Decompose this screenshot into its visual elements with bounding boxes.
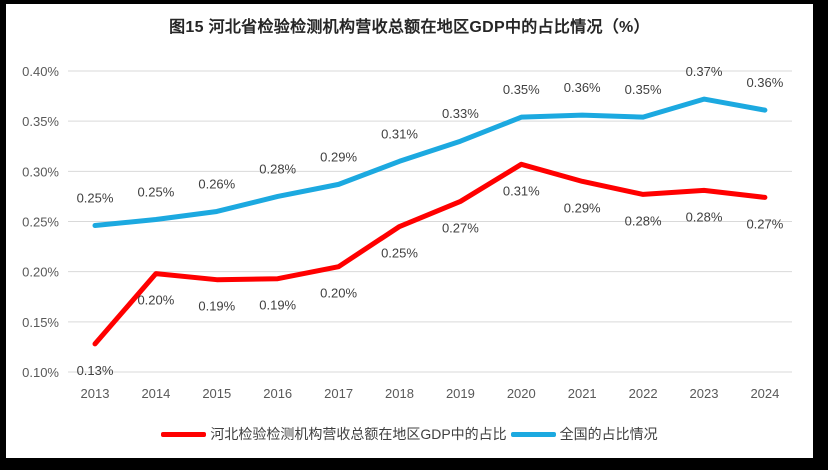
hebei-data-label: 0.27%	[442, 220, 479, 235]
hebei-data-label: 0.20%	[320, 286, 357, 301]
national-data-label: 0.33%	[442, 106, 479, 121]
x-axis-label: 2016	[263, 386, 292, 401]
x-axis-label: 2014	[141, 386, 170, 401]
y-tick-label: 0.25%	[22, 215, 59, 230]
x-axis-label: 2023	[690, 386, 719, 401]
y-tick-label: 0.30%	[22, 164, 59, 179]
national-data-label: 0.35%	[503, 82, 540, 97]
x-axis-label: 2021	[568, 386, 597, 401]
x-axis-label: 2024	[750, 386, 779, 401]
hebei-data-label: 0.19%	[198, 299, 235, 314]
y-tick-label: 0.40%	[22, 64, 59, 79]
national-data-label: 0.36%	[564, 80, 601, 95]
hebei-series-swatch	[161, 431, 207, 437]
hebei-data-label: 0.28%	[625, 213, 662, 228]
national-data-label: 0.31%	[381, 126, 418, 141]
x-axis-label: 2015	[202, 386, 231, 401]
national-series-label: 全国的占比情况	[559, 426, 658, 442]
hebei-data-label: 0.19%	[259, 298, 296, 313]
national-series-swatch	[510, 431, 556, 437]
y-tick-label: 0.10%	[22, 365, 59, 380]
hebei-line	[92, 161, 768, 347]
y-tick-label: 0.35%	[22, 114, 59, 129]
national-data-label: 0.35%	[625, 82, 662, 97]
x-axis-label: 2018	[385, 386, 414, 401]
national-data-label: 0.26%	[198, 176, 235, 191]
hebei-data-label: 0.27%	[746, 216, 783, 231]
hebei-data-label: 0.25%	[381, 246, 418, 261]
hebei-series-label: 河北检验检测机构营收总额在地区GDP中的占比	[210, 426, 507, 442]
hebei-data-label: 0.28%	[686, 209, 723, 224]
y-tick-label: 0.15%	[22, 315, 59, 330]
chart-title: 图15 河北省检验检测机构营收总额在地区GDP中的占比情况（%）	[169, 19, 650, 36]
hebei-data-label: 0.31%	[503, 183, 540, 198]
national-data-label: 0.36%	[746, 75, 783, 90]
chart-legend: 河北检验检测机构营收总额在地区GDP中的占比 全国的占比情况	[6, 424, 813, 444]
x-axis-label: 2013	[81, 386, 110, 401]
national-data-label: 0.37%	[686, 64, 723, 79]
national-data-label: 0.25%	[77, 191, 114, 206]
national-data-label: 0.25%	[137, 184, 174, 199]
national-data-label: 0.29%	[320, 149, 357, 164]
line-chart: 0.40% 0.35% 0.30% 0.25% 0.20% 0.15% 0.10% 2013 2…	[22, 64, 792, 401]
x-axis-label: 2020	[507, 386, 536, 401]
x-axis-label: 2017	[324, 386, 353, 401]
hebei-data-label: 0.20%	[137, 293, 174, 308]
national-data-label: 0.28%	[259, 161, 296, 176]
national-line	[92, 96, 768, 229]
hebei-data-label: 0.29%	[564, 200, 601, 215]
x-axis-label: 2022	[629, 386, 658, 401]
chart-figure: 图15 河北省检验检测机构营收总额在地区GDP中的占比情况（%） 0.40% 0.…	[6, 4, 813, 458]
x-axis-label: 2019	[446, 386, 475, 401]
hebei-data-label: 0.13%	[77, 363, 114, 378]
y-tick-label: 0.20%	[22, 265, 59, 280]
